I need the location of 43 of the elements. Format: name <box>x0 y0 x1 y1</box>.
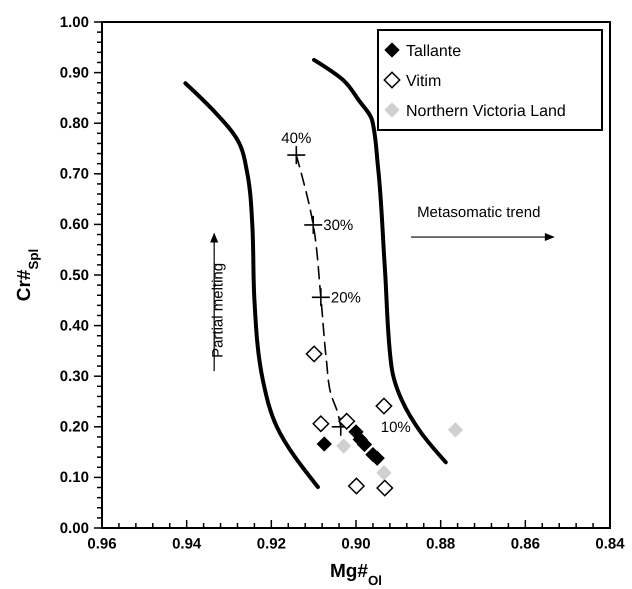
x-tick-label: 0.96 <box>87 536 117 553</box>
annotation: Partial melting <box>210 262 227 358</box>
point <box>336 438 352 454</box>
point <box>312 415 330 432</box>
y-tick-label: 0.50 <box>60 266 89 284</box>
point <box>306 346 323 362</box>
y-tick-label: 0.10 <box>60 469 89 486</box>
annotation: Metasomatic trend <box>417 204 540 221</box>
legend-label: Tallante <box>406 43 462 60</box>
y-tick-label: 0.90 <box>60 64 89 82</box>
point <box>311 287 331 308</box>
y-tick-label: 0.20 <box>60 418 89 436</box>
y-tick-label: 0.30 <box>60 368 89 385</box>
point <box>348 478 365 494</box>
x-tick-label: 0.90 <box>341 536 371 553</box>
y-tick-label: 0.60 <box>60 216 89 234</box>
point <box>316 436 332 452</box>
x-axis-title: Mg#$_{Ol}$ <box>330 561 382 588</box>
x-tick-label: 0.94 <box>172 536 202 553</box>
point <box>338 412 356 430</box>
annotation: 20% <box>330 289 361 306</box>
point <box>448 422 464 438</box>
point <box>376 465 392 481</box>
x-tick-label: 0.88 <box>426 536 456 553</box>
line-series <box>183 81 320 490</box>
y-tick-label: 0.00 <box>60 520 89 537</box>
annotation: 30% <box>323 216 354 234</box>
annotation: 40% <box>281 130 312 148</box>
legend-label: Northern Victoria Land <box>406 103 566 120</box>
point <box>376 398 392 414</box>
point <box>330 417 351 437</box>
annotation: 10% <box>380 418 411 436</box>
x-tick-label: 0.86 <box>510 536 540 553</box>
legend-label: Vitim <box>406 73 442 90</box>
x-tick-label: 0.84 <box>595 536 626 553</box>
y-tick-label: 1.00 <box>60 14 89 31</box>
y-tick-label: 0.80 <box>60 115 89 132</box>
point <box>303 215 324 235</box>
point <box>376 480 394 496</box>
point <box>286 145 306 165</box>
x-tick-label: 0.92 <box>256 536 286 553</box>
y-tick-label: 0.70 <box>60 166 89 183</box>
y-tick-label: 0.40 <box>60 317 89 334</box>
